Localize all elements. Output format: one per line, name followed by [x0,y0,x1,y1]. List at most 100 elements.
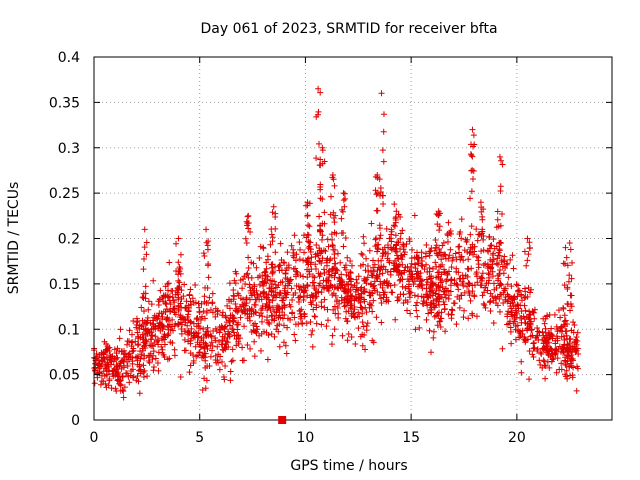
data-point [482,304,489,311]
data-point [324,306,331,313]
data-point [415,259,422,266]
data-point [347,269,354,276]
data-point [515,287,522,294]
data-point [231,315,238,322]
data-point [494,272,501,279]
data-point [296,239,303,246]
data-point [197,325,204,332]
data-point [353,295,360,302]
data-point [155,301,162,308]
data-point [316,213,323,220]
data-point [537,361,544,368]
data-point [201,350,208,357]
data-point [439,261,446,268]
data-point [283,264,290,271]
data-point [163,306,170,313]
data-point [360,323,367,330]
data-point [312,253,319,260]
data-point [428,245,435,252]
data-point [134,342,141,349]
data-point [565,278,572,285]
data-point [270,293,277,300]
data-point [286,277,293,284]
data-point [289,297,296,304]
data-point [479,270,486,277]
x-tick-label: 15 [402,430,420,446]
data-point [361,278,368,285]
data-point [531,306,538,313]
data-point [480,262,487,269]
data-point [217,326,224,333]
data-point [426,327,433,334]
data-point [373,235,380,242]
data-point [269,209,276,216]
data-point [148,329,155,336]
data-point [166,297,173,304]
data-point [244,270,251,277]
data-point [563,352,570,359]
data-point [368,220,375,227]
data-point [293,271,300,278]
data-point [329,332,336,339]
data-point [359,331,366,338]
data-point [317,186,324,193]
data-point [371,278,378,285]
data-point [379,147,386,154]
data-point [494,208,501,215]
data-point [404,307,411,314]
data-point [347,302,354,309]
data-point [284,324,291,331]
data-point [232,280,239,287]
data-point [118,348,125,355]
data-point [281,311,288,318]
data-point [293,251,300,258]
data-point [358,290,365,297]
data-point [202,385,209,392]
data-point [374,171,381,178]
data-point [226,305,233,312]
data-point [371,268,378,275]
data-point [331,251,338,258]
data-point [134,373,141,380]
data-point [135,333,142,340]
data-point [524,235,531,242]
data-point [268,264,275,271]
data-point [278,256,285,263]
data-point [265,319,272,326]
data-point [184,329,191,336]
data-point [496,308,503,315]
data-point [392,214,399,221]
data-point [182,317,189,324]
data-point [352,340,359,347]
data-point [443,287,450,294]
data-point [540,340,547,347]
data-point [167,339,174,346]
data-point [245,274,252,281]
data-point [499,345,506,352]
data-point [386,259,393,266]
data-point [517,328,524,335]
data-point [432,244,439,251]
data-point [104,345,111,352]
data-point [557,324,564,331]
data-point [526,376,533,383]
data-point [526,348,533,355]
data-point [481,302,488,309]
data-point [527,244,534,251]
data-point [184,322,191,329]
data-point [374,190,381,197]
data-point [370,339,377,346]
data-point [518,358,525,365]
data-point [571,322,578,329]
data-point [521,294,528,301]
data-point [541,337,548,344]
data-point [316,257,323,264]
x-tick-label: 20 [508,430,526,446]
data-point [139,345,146,352]
data-point [457,256,464,263]
data-point [493,284,500,291]
data-point [434,221,441,228]
data-point [429,265,436,272]
data-point [243,271,250,278]
data-point [193,316,200,323]
